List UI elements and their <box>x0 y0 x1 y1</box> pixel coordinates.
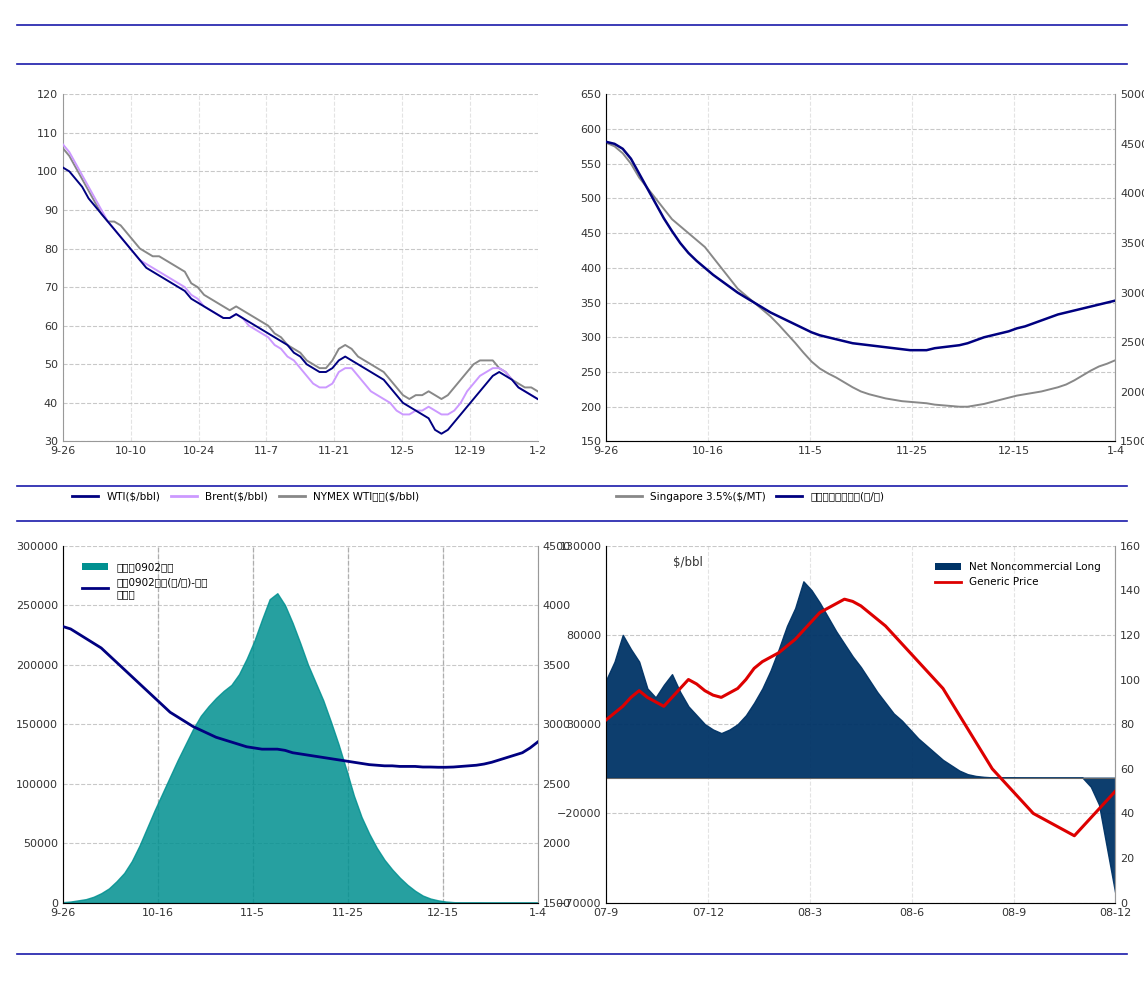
Legend: 燃料油0902持仓, 燃油0902价格(元/吨)-右轴
成交量: 燃料油0902持仓, 燃油0902价格(元/吨)-右轴 成交量 <box>78 558 212 603</box>
Text: $/bbl: $/bbl <box>673 557 702 569</box>
Legend: WTI($/bbl), Brent($/bbl), NYMEX WTI连续($/bbl): WTI($/bbl), Brent($/bbl), NYMEX WTI连续($/… <box>69 487 423 506</box>
Legend: Singapore 3.5%($/MT), 上期所燃料油连续(元/吨): Singapore 3.5%($/MT), 上期所燃料油连续(元/吨) <box>612 487 889 506</box>
Legend: Net Noncommercial Long, Generic Price: Net Noncommercial Long, Generic Price <box>930 558 1105 591</box>
